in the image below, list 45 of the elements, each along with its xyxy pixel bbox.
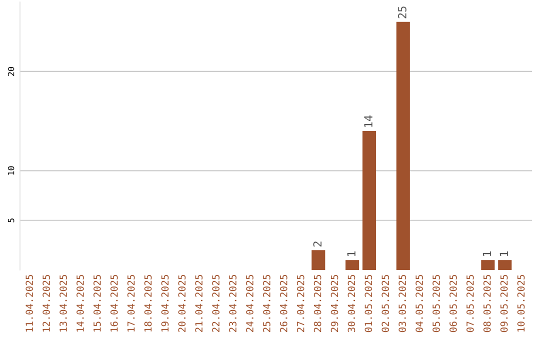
x-tick-label: 10.05.2025 — [517, 274, 525, 332]
x-tick-label: 30.04.2025 — [348, 274, 356, 332]
x-tick-label: 17.04.2025 — [127, 274, 135, 332]
x-tick-label: 22.04.2025 — [212, 274, 220, 332]
data-label: 1 — [347, 251, 356, 256]
x-tick-label: 05.05.2025 — [432, 274, 440, 332]
x-tick-label: 23.04.2025 — [229, 274, 236, 332]
x-tick-label: 15.04.2025 — [93, 274, 101, 332]
y-tick-label: 20 — [8, 67, 14, 76]
x-tick-label: 27.04.2025 — [296, 274, 304, 332]
x-tick-label: 28.04.2025 — [314, 274, 322, 332]
x-tick-label: 19.04.2025 — [161, 274, 169, 332]
x-tick-label: 07.05.2025 — [466, 274, 474, 332]
x-tick-label: 29.04.2025 — [330, 274, 338, 332]
x-tick-label: 04.05.2025 — [416, 274, 423, 332]
data-label: 14 — [364, 115, 372, 127]
x-tick-label: 12.04.2025 — [42, 274, 50, 332]
x-tick-label: 01.05.2025 — [364, 274, 372, 332]
data-label: 25 — [398, 6, 406, 18]
x-tick-label: 20.04.2025 — [178, 274, 186, 332]
x-tick-label: 18.04.2025 — [144, 274, 152, 332]
bar — [396, 22, 410, 270]
x-tick-label: 24.04.2025 — [246, 274, 254, 332]
data-label: 1 — [500, 251, 508, 256]
y-tick-label: 10 — [8, 166, 14, 175]
x-tick-label: 09.05.2025 — [500, 274, 508, 332]
bar — [362, 131, 376, 270]
x-tick-label: 03.05.2025 — [398, 274, 406, 332]
x-tick-label: 21.04.2025 — [195, 274, 203, 332]
y-tick-label: 5 — [8, 218, 14, 222]
x-tick-label: 16.04.2025 — [110, 274, 118, 332]
data-label: 1 — [482, 251, 492, 256]
data-label: 2 — [313, 242, 322, 247]
x-tick-label: 08.05.2025 — [483, 274, 491, 332]
bar — [498, 260, 512, 270]
x-tick-label: 14.04.2025 — [76, 274, 84, 332]
x-tick-label: 06.05.2025 — [450, 274, 457, 332]
x-tick-label: 13.04.2025 — [60, 274, 67, 332]
bar — [312, 250, 326, 270]
bar — [481, 260, 495, 270]
x-tick-label: 02.05.2025 — [382, 274, 390, 332]
x-tick-label: 11.04.2025 — [26, 274, 34, 332]
x-tick-label: 26.04.2025 — [280, 274, 288, 332]
x-tick-label: 25.04.2025 — [263, 274, 270, 332]
bar — [346, 260, 360, 270]
